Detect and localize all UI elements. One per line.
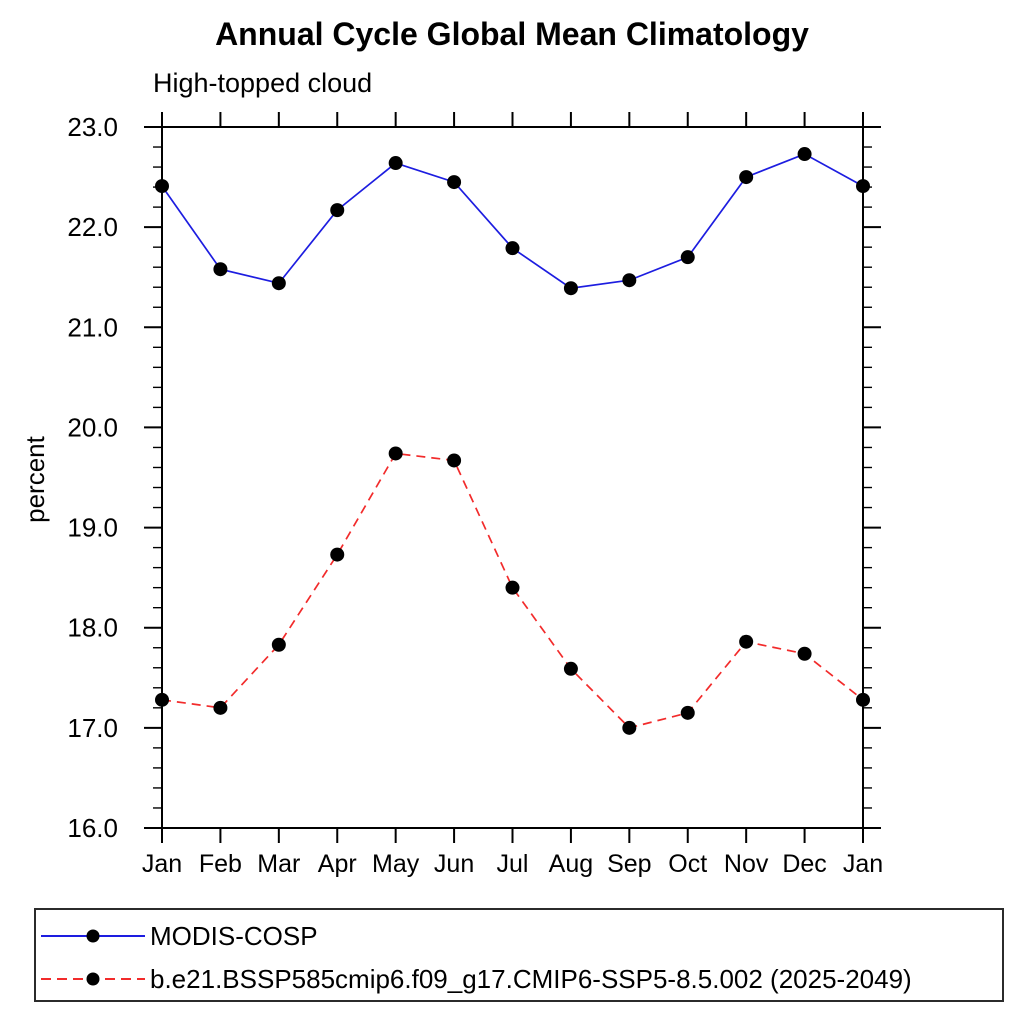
legend-line-solid-icon — [41, 929, 145, 943]
data-point — [330, 547, 345, 562]
y-tick-label: 22.0 — [67, 212, 118, 242]
y-tick-label: 21.0 — [67, 312, 118, 342]
data-point — [155, 179, 169, 194]
x-tick-label: Jan — [142, 850, 182, 878]
y-tick-label: 17.0 — [67, 713, 118, 743]
x-tick-label: Mar — [257, 850, 300, 878]
data-point — [797, 646, 812, 661]
x-tick-label: Nov — [724, 850, 769, 878]
chart-subtitle: High-topped cloud — [153, 68, 373, 98]
data-point — [271, 637, 286, 652]
x-tick-label: Jul — [497, 850, 529, 878]
legend: MODIS-COSP b.e21.BSSP585cmip6.f09_g17.CM… — [34, 908, 1004, 1002]
data-point — [856, 692, 870, 707]
x-tick-label: Dec — [782, 850, 826, 878]
data-point — [739, 170, 754, 185]
y-axis-title: percent — [20, 435, 50, 522]
data-point — [680, 705, 695, 720]
y-tick-label: 18.0 — [67, 613, 118, 643]
data-point — [388, 446, 403, 461]
data-point — [505, 241, 520, 256]
y-tick-label: 19.0 — [67, 513, 118, 543]
data-point — [330, 203, 345, 218]
legend-label-modis: MODIS-COSP — [150, 920, 318, 951]
x-tick-label: Jan — [843, 850, 883, 878]
data-point — [622, 273, 637, 288]
data-point — [739, 634, 754, 649]
plot-frame — [161, 126, 864, 829]
data-point — [797, 147, 812, 162]
x-tick-label: Apr — [318, 850, 357, 878]
data-point — [447, 175, 462, 190]
x-tick-label: Feb — [199, 850, 242, 878]
data-point — [563, 661, 578, 676]
legend-row-model: b.e21.BSSP585cmip6.f09_g17.CMIP6-SSP5-8.… — [39, 963, 912, 995]
chart-title: Annual Cycle Global Mean Climatology — [215, 16, 809, 52]
data-point — [271, 276, 286, 291]
x-tick-label: May — [372, 850, 420, 878]
y-tick-label: 16.0 — [67, 813, 118, 843]
x-tick-label: Aug — [549, 850, 593, 878]
legend-line-dashed-icon — [41, 972, 145, 986]
data-point — [563, 281, 578, 296]
data-point — [505, 580, 520, 595]
data-point — [213, 262, 228, 277]
x-tick-label: Oct — [668, 850, 707, 878]
y-tick-label: 23.0 — [67, 112, 118, 142]
data-point — [447, 453, 462, 468]
data-point — [680, 250, 695, 265]
data-point — [213, 700, 228, 715]
data-point — [856, 179, 870, 194]
x-tick-label: Sep — [607, 850, 651, 878]
legend-label-model: b.e21.BSSP585cmip6.f09_g17.CMIP6-SSP5-8.… — [150, 963, 912, 994]
series-line-0 — [161, 153, 864, 290]
data-point — [388, 156, 403, 171]
x-tick-label: Jun — [434, 850, 474, 878]
legend-row-modis: MODIS-COSP — [39, 920, 318, 952]
data-point — [155, 692, 169, 707]
y-tick-label: 20.0 — [67, 412, 118, 442]
data-point — [622, 720, 637, 735]
